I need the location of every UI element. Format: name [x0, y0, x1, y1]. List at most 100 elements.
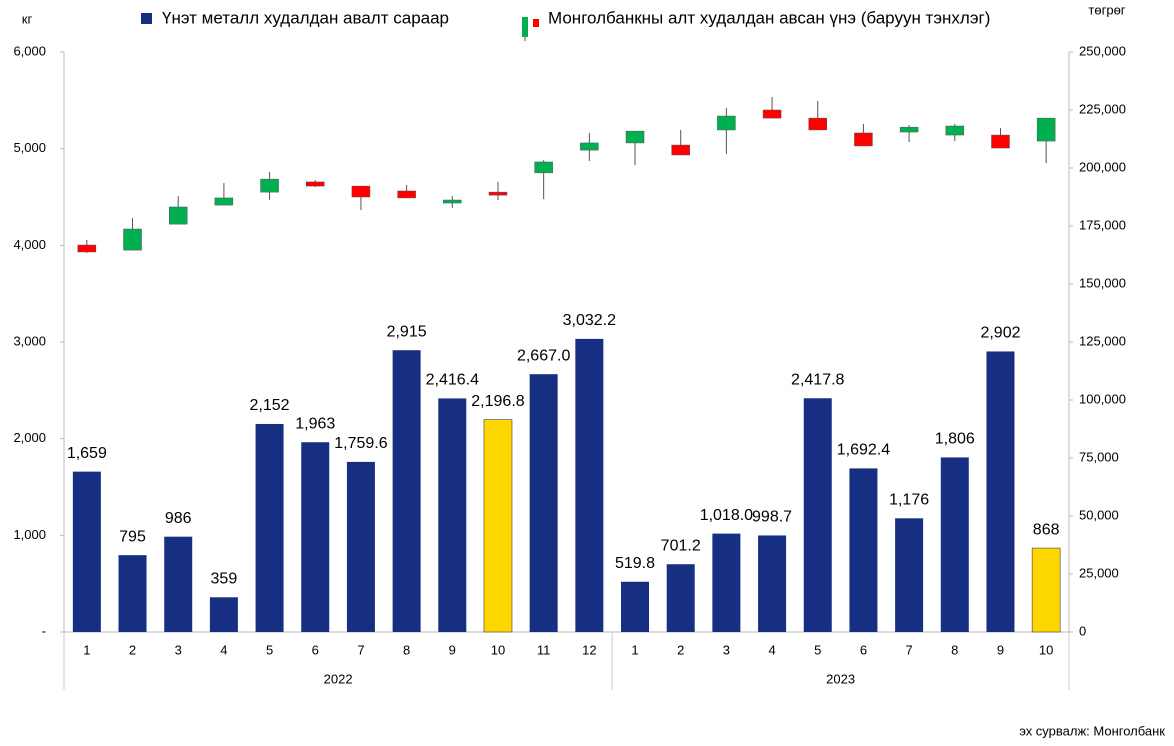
x-tick-label: 8	[951, 642, 958, 657]
bar	[1031, 547, 1061, 633]
y2-tick-label: 175,000	[1079, 217, 1126, 232]
x-tick-label: 9	[997, 642, 1004, 657]
y2-tick-label: 250,000	[1079, 43, 1126, 58]
bar	[346, 461, 375, 632]
legend-swatch	[522, 17, 528, 37]
x-tick-label: 12	[582, 642, 596, 657]
candle-body	[260, 178, 279, 193]
candle-body	[488, 191, 508, 196]
y2-tick-label: 225,000	[1079, 101, 1126, 116]
y2-tick-label: 50,000	[1079, 507, 1119, 522]
source-note: эх сурвалж: Монголбанк	[1019, 723, 1165, 738]
bar	[712, 533, 741, 632]
bar	[803, 398, 832, 632]
x-tick-label: 3	[175, 642, 182, 657]
y-axis-label: кг	[22, 11, 33, 26]
y2-tick-label: 150,000	[1079, 275, 1126, 290]
group-label: 2023	[826, 671, 855, 686]
bar	[392, 350, 421, 632]
candle-body	[854, 132, 873, 147]
data-label: 2,667.0	[517, 347, 570, 364]
x-tick-label: 4	[768, 642, 775, 657]
y2-tick-label: 125,000	[1079, 333, 1126, 348]
data-label: 2,902	[980, 325, 1020, 342]
y-tick-label: 2,000	[13, 430, 46, 445]
bar	[72, 471, 101, 632]
x-tick-label: 9	[449, 642, 456, 657]
data-label: 998.7	[752, 509, 792, 526]
data-label: 2,152	[250, 397, 290, 414]
bar	[118, 555, 147, 632]
candle-body	[1036, 117, 1056, 142]
data-label: 1,963	[295, 415, 335, 432]
data-label: 1,806	[935, 431, 975, 448]
x-tick-label: 11	[537, 642, 551, 657]
data-label: 359	[211, 571, 238, 588]
data-label: 868	[1033, 521, 1060, 538]
bar	[164, 536, 193, 632]
candle-body	[945, 125, 965, 136]
x-tick-label: 2	[129, 642, 136, 657]
x-tick-label: 10	[491, 642, 505, 657]
bar	[666, 564, 695, 632]
data-label: 701.2	[661, 537, 701, 554]
candle-body	[899, 126, 919, 133]
data-label: 795	[119, 528, 146, 545]
y-tick-label: -	[42, 623, 46, 638]
y-tick-label: 3,000	[13, 333, 46, 348]
candle-body	[306, 181, 325, 187]
x-tick-label: 1	[83, 642, 90, 657]
legend-label: Үнэт металл худалдан авалт сараар	[162, 8, 449, 27]
group-label: 2022	[324, 671, 353, 686]
bar	[255, 423, 284, 632]
bar	[940, 457, 969, 632]
x-tick-label: 1	[631, 642, 638, 657]
candle-body	[123, 228, 142, 251]
x-tick-label: 6	[860, 642, 867, 657]
candle-body	[991, 134, 1010, 149]
data-label: 1,659	[67, 445, 107, 462]
candle-body	[717, 115, 736, 131]
bar	[986, 351, 1015, 632]
data-label: 1,018.0	[700, 507, 753, 524]
data-label: 1,692.4	[837, 442, 890, 459]
y2-tick-label: 0	[1079, 623, 1086, 638]
bar	[895, 518, 924, 632]
data-label: 1,759.6	[334, 435, 387, 452]
bar	[575, 338, 604, 632]
candle-body	[534, 161, 553, 174]
x-tick-label: 7	[357, 642, 364, 657]
candle-body	[762, 109, 782, 119]
candle-body	[580, 142, 599, 151]
y-tick-label: 6,000	[13, 43, 46, 58]
x-tick-label: 5	[814, 642, 821, 657]
y2-tick-label: 75,000	[1079, 449, 1119, 464]
y-tick-label: 4,000	[13, 237, 46, 252]
bar	[483, 419, 513, 633]
candle-body	[168, 206, 188, 225]
x-tick-label: 2	[677, 642, 684, 657]
x-tick-label: 8	[403, 642, 410, 657]
data-label: 3,032.2	[563, 312, 616, 329]
data-label: 2,417.8	[791, 371, 844, 388]
data-label: 2,416.4	[426, 372, 479, 389]
x-tick-label: 4	[220, 642, 227, 657]
x-tick-label: 3	[723, 642, 730, 657]
bar	[209, 597, 238, 632]
legend-swatch	[533, 19, 539, 27]
legend-swatch	[141, 13, 152, 24]
x-tick-label: 5	[266, 642, 273, 657]
y2-tick-label: 100,000	[1079, 391, 1126, 406]
data-label: 2,915	[387, 323, 427, 340]
bar	[758, 535, 787, 632]
data-label: 986	[165, 510, 192, 527]
data-label: 519.8	[615, 555, 655, 572]
x-tick-label: 10	[1039, 642, 1053, 657]
y2-axis-label: төгрөг	[1088, 2, 1125, 17]
y-tick-label: 5,000	[13, 140, 46, 155]
candle-body	[671, 144, 690, 156]
legend-label: Монголбанкны алт худалдан авсан үнэ (бар…	[548, 8, 990, 27]
data-label: 2,196.8	[471, 393, 524, 410]
x-tick-label: 7	[905, 642, 912, 657]
